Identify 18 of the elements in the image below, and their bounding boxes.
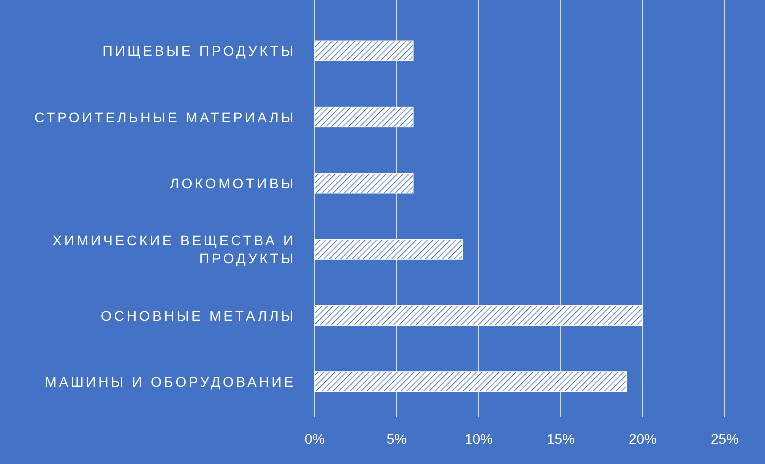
bar	[314, 173, 414, 194]
bar	[314, 239, 463, 260]
x-tick-label: 15%	[546, 431, 576, 447]
y-tick-label: МАШИНЫ И ОБОРУДОВАНИЕ	[45, 374, 296, 390]
x-tick-label: 25%	[710, 431, 740, 447]
x-tick-label: 5%	[386, 431, 408, 447]
bar	[314, 372, 627, 392]
y-tick-label: ОСНОВНЫЕ МЕТАЛЛЫ	[101, 308, 296, 324]
bar	[314, 305, 644, 326]
y-tick-label: ПИЩЕВЫЕ ПРОДУКТЫ	[102, 43, 296, 60]
y-tick-label: ЛОКОМОТИВЫ	[170, 175, 296, 192]
bar	[314, 106, 414, 128]
x-tick-label: 10%	[464, 431, 494, 447]
y-tick-label: ХИМИЧЕСКИЕ ВЕЩЕСТВА И ПРОДУКТЫ	[52, 232, 296, 267]
x-tick-label: 0%	[304, 431, 326, 447]
y-tick-label: СТРОИТЕЛЬНЫЕ МАТЕРИАЛЫ	[34, 109, 296, 126]
x-tick-label: 20%	[628, 431, 658, 447]
bar	[314, 40, 414, 62]
